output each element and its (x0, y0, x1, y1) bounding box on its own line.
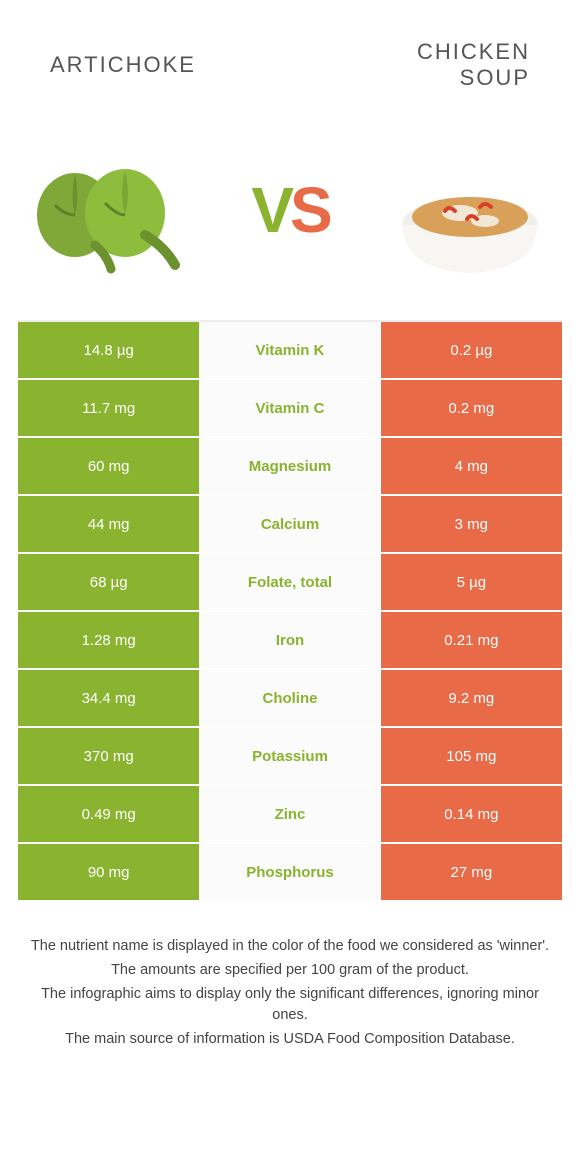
hero-row: VS (0, 110, 580, 320)
footnote-line: The main source of information is USDA F… (24, 1029, 556, 1051)
nutrient-name: Zinc (199, 786, 380, 842)
left-value: 14.8 µg (18, 322, 199, 378)
left-value: 34.4 mg (18, 670, 199, 726)
footnotes: The nutrient name is displayed in the co… (0, 902, 580, 1051)
nutrient-name: Folate, total (199, 554, 380, 610)
nutrient-name: Vitamin K (199, 322, 380, 378)
nutrient-name: Magnesium (199, 438, 380, 494)
footnote-line: The amounts are specified per 100 gram o… (24, 960, 556, 982)
right-value: 27 mg (381, 844, 562, 900)
nutrient-name: Vitamin C (199, 380, 380, 436)
table-row: 34.4 mgCholine9.2 mg (18, 670, 562, 728)
table-row: 68 µgFolate, total5 µg (18, 554, 562, 612)
chicken-soup-image (380, 130, 560, 290)
left-value: 68 µg (18, 554, 199, 610)
left-value: 90 mg (18, 844, 199, 900)
left-value: 0.49 mg (18, 786, 199, 842)
artichoke-image (20, 130, 200, 290)
footnote-line: The nutrient name is displayed in the co… (24, 936, 556, 958)
right-value: 0.14 mg (381, 786, 562, 842)
table-row: 44 mgCalcium3 mg (18, 496, 562, 554)
vs-v: V (251, 173, 290, 247)
table-row: 14.8 µgVitamin K0.2 µg (18, 322, 562, 380)
footnote-line: The infographic aims to display only the… (24, 984, 556, 1028)
table-row: 11.7 mgVitamin C0.2 mg (18, 380, 562, 438)
soup-bowl-icon (385, 135, 555, 285)
left-food-title: ARTICHOKE (50, 52, 250, 78)
vs-label: VS (251, 173, 328, 247)
table-row: 0.49 mgZinc0.14 mg (18, 786, 562, 844)
right-value: 4 mg (381, 438, 562, 494)
left-value: 44 mg (18, 496, 199, 552)
right-value: 9.2 mg (381, 670, 562, 726)
right-value: 0.2 µg (381, 322, 562, 378)
right-value: 3 mg (381, 496, 562, 552)
right-value: 5 µg (381, 554, 562, 610)
vs-s: S (290, 173, 329, 247)
nutrient-table: 14.8 µgVitamin K0.2 µg11.7 mgVitamin C0.… (18, 320, 562, 902)
left-value: 11.7 mg (18, 380, 199, 436)
nutrient-name: Iron (199, 612, 380, 668)
nutrient-name: Potassium (199, 728, 380, 784)
right-value: 0.21 mg (381, 612, 562, 668)
nutrient-name: Choline (199, 670, 380, 726)
left-value: 370 mg (18, 728, 199, 784)
table-row: 60 mgMagnesium4 mg (18, 438, 562, 496)
artichoke-icon (25, 135, 195, 285)
table-row: 1.28 mgIron0.21 mg (18, 612, 562, 670)
left-value: 60 mg (18, 438, 199, 494)
right-value: 105 mg (381, 728, 562, 784)
table-row: 90 mgPhosphorus27 mg (18, 844, 562, 902)
table-row: 370 mgPotassium105 mg (18, 728, 562, 786)
right-food-title: CHICKENSOUP (330, 39, 530, 92)
nutrient-name: Phosphorus (199, 844, 380, 900)
header: ARTICHOKE CHICKENSOUP (0, 0, 580, 110)
right-value: 0.2 mg (381, 380, 562, 436)
nutrient-name: Calcium (199, 496, 380, 552)
left-value: 1.28 mg (18, 612, 199, 668)
